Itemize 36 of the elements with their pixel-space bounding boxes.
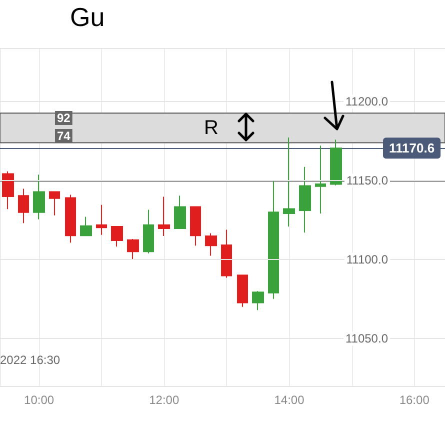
candlestick <box>80 216 92 236</box>
y-tick-label: 11200.0 <box>346 94 388 109</box>
candlestick <box>283 137 295 227</box>
x-tick-label: 16:00 <box>399 393 430 407</box>
candlestick <box>315 145 326 214</box>
candlestick <box>65 194 76 244</box>
text: Gu <box>70 2 105 32</box>
x-tick-label: 14:00 <box>274 393 305 407</box>
candlestick <box>330 139 342 186</box>
candlestick <box>96 204 107 236</box>
y-tick-label: 11100.0 <box>346 252 388 267</box>
x-tick-label: 12:00 <box>149 393 180 407</box>
candlestick <box>158 196 170 236</box>
candlestick <box>49 191 60 216</box>
y-tick-label: 11150.0 <box>346 174 388 188</box>
candlestick <box>205 232 217 256</box>
ref-line-label: 11170.6 <box>389 140 435 156</box>
candlestick <box>33 174 45 220</box>
candlestick <box>143 209 154 254</box>
candlestick <box>111 226 123 248</box>
candlestick <box>268 180 279 300</box>
candlestick <box>127 238 139 260</box>
annotation: 74 <box>57 129 71 143</box>
candlestick <box>221 229 232 278</box>
annotation: R <box>204 117 218 139</box>
annotation: 92 <box>57 111 71 125</box>
candlestick <box>2 170 14 210</box>
candlestick <box>237 274 248 308</box>
candlestick <box>299 166 311 233</box>
annotation: 2022 16:30 <box>0 353 60 367</box>
candlestick <box>174 195 186 230</box>
candlestick <box>18 188 29 224</box>
x-tick-label: 10:00 <box>24 393 54 407</box>
candlestick <box>190 206 201 246</box>
candlestick <box>252 290 264 311</box>
y-tick-label: 11050.0 <box>346 332 388 346</box>
